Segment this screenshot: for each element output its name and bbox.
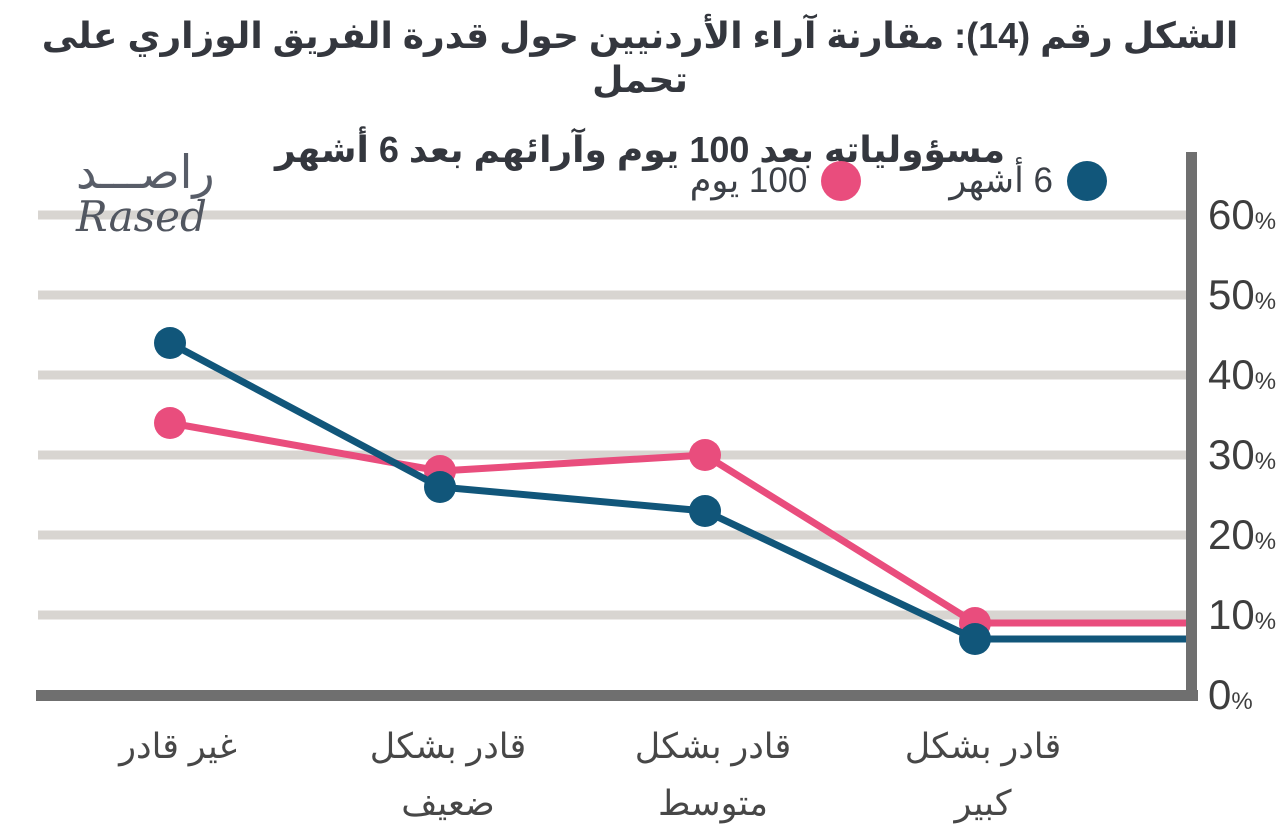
data-point-6-months-2 (689, 495, 721, 527)
rased-logo: راصـــد Rased (76, 148, 215, 240)
series-line-6-months (168, 339, 1186, 643)
y-axis-label-40: 40% (1208, 351, 1277, 398)
y-axis-label-0: 0% (1208, 671, 1253, 718)
data-point-6-months-3 (959, 623, 991, 655)
rased-logo-arabic: راصـــد (76, 146, 215, 198)
y-axis-label-10: 10% (1208, 591, 1277, 638)
y-axis-line (1186, 152, 1197, 700)
x-axis-category-3: قادر بشكل كبير (904, 727, 1062, 823)
x-axis-line (36, 690, 1198, 701)
x-axis-category-0: غير قادر (119, 727, 237, 766)
legend-label: 6 أشهر (949, 161, 1053, 200)
chart-title: الشكل رقم (14): مقارنة آراء الأردنيين حو… (0, 14, 1280, 172)
chart-title-line-2: مسؤولياته بعد 100 يوم وآرائهم بعد 6 أشهر (274, 129, 1006, 170)
chart-title-line-1: الشكل رقم (14): مقارنة آراء الأردنيين حو… (41, 15, 1239, 100)
y-axis-label-30: 30% (1208, 431, 1277, 478)
legend-swatch-icon (821, 161, 862, 201)
legend-label: 100 يوم (689, 161, 808, 200)
data-point-6-months-1 (424, 471, 456, 503)
data-point-100-days-2 (689, 439, 721, 471)
y-axis-label-60: 60% (1208, 191, 1277, 238)
y-axis-label-50: 50% (1208, 271, 1277, 318)
chart-legend: 6 أشهر 100 يوم (690, 160, 1107, 202)
data-point-100-days-0 (154, 407, 186, 439)
legend-swatch-icon (1067, 161, 1107, 201)
data-point-6-months-0 (154, 327, 186, 359)
x-axis-category-1: قادر بشكل ضعيف (369, 727, 527, 823)
legend-item-0: 6 أشهر (949, 160, 1107, 202)
y-axis-label-20: 20% (1208, 511, 1277, 558)
legend-item-1: 100 يوم (690, 160, 862, 202)
rased-logo-latin: Rased (76, 192, 207, 241)
x-axis-category-2: قادر بشكل متوسط (634, 727, 792, 823)
